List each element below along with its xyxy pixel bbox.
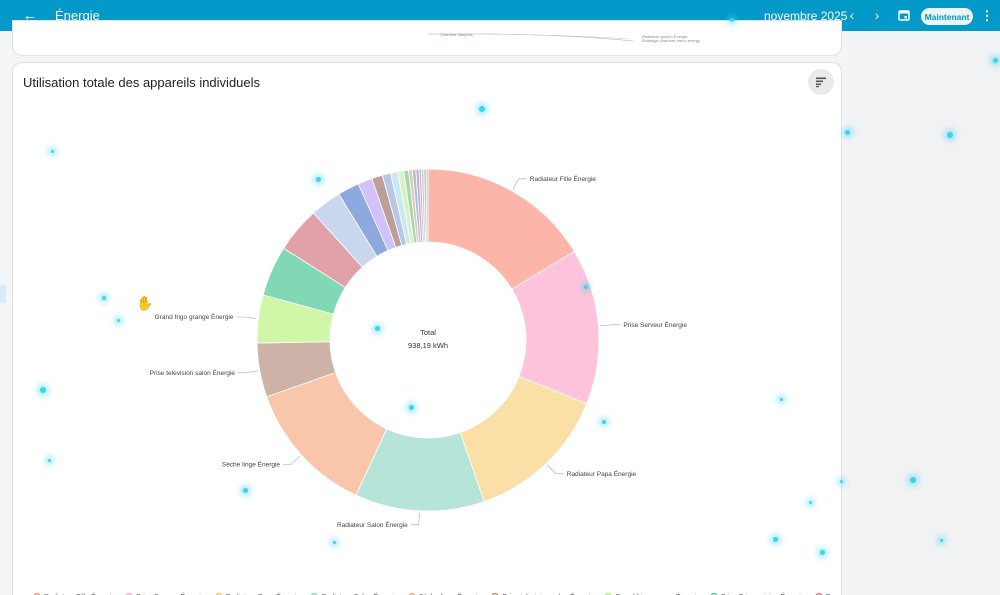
- more-menu-button[interactable]: ⋮: [980, 7, 994, 25]
- particle-dot: [845, 130, 850, 135]
- chevron-left-icon: ‹: [849, 7, 855, 23]
- legend-item[interactable]: Radiateur Bureau Énergie: [814, 591, 833, 595]
- legend-label: Prise television salon Énergie: [502, 594, 594, 595]
- particle-dot: [117, 319, 120, 322]
- slice-label: Prise television salon Énergie: [150, 368, 236, 377]
- particle-dot: [773, 537, 778, 542]
- particle-dot: [243, 488, 248, 493]
- leader-lines: [236, 178, 621, 526]
- donut-slices: [256, 168, 600, 512]
- center-total-value: 938,19 kWh: [408, 341, 448, 350]
- previous-period-button[interactable]: ‹: [843, 6, 861, 24]
- particle-dot: [730, 18, 734, 22]
- previous-chart-label: Chambre Garçons: [440, 32, 473, 37]
- legend-swatch: [214, 593, 223, 595]
- hand-cursor-icon: ✋: [136, 295, 154, 311]
- leader-line: [410, 512, 420, 526]
- sort-button[interactable]: [808, 69, 834, 95]
- right-panel: [848, 31, 1000, 595]
- previous-chart-label: Éclairage chambre oreiro energy: [642, 38, 701, 43]
- particle-dot: [333, 541, 336, 544]
- sort-bars-icon: [816, 77, 826, 88]
- legend-label: Sèche linge Énergie: [419, 594, 482, 595]
- legend-label: Prise Frigo cuisine Énergie: [721, 594, 805, 595]
- legend-item[interactable]: Prise Frigo cuisine Énergie: [710, 591, 805, 595]
- calendar-icon: [898, 10, 910, 21]
- particle-dot: [840, 480, 843, 483]
- leader-line: [547, 464, 564, 475]
- period-label: novembre 2025: [764, 9, 848, 23]
- leader-line: [600, 324, 621, 327]
- particle-dot: [102, 296, 106, 300]
- more-vert-icon: ⋮: [980, 8, 994, 23]
- leader-line: [512, 178, 527, 190]
- calendar-button[interactable]: [895, 6, 913, 24]
- leader-line: [237, 370, 258, 374]
- legend-label: Radiateur Salon Énergie: [321, 594, 397, 595]
- legend-item[interactable]: Grand frigo grange Énergie: [604, 591, 700, 595]
- slice-label: Sèche linge Énergie: [222, 459, 281, 468]
- particle-dot: [409, 405, 414, 410]
- slice-label: Prise Serveur Énergie: [623, 320, 687, 329]
- particle-dot: [947, 132, 953, 138]
- chevron-right-icon: ›: [874, 7, 880, 23]
- slice-label: Radiateur Fille Énergie: [530, 174, 597, 183]
- previous-chart-lines: [428, 33, 634, 42]
- particle-dot: [910, 477, 916, 483]
- particle-dot: [820, 550, 825, 555]
- legend-swatch: [407, 593, 416, 595]
- particle-dot: [584, 285, 588, 289]
- legend-item[interactable]: Radiateur Salon Énergie: [310, 591, 398, 595]
- legend-label: Radiateur Fille Énergie: [44, 594, 115, 595]
- legend-item[interactable]: Prise Serveur Énergie: [125, 591, 205, 595]
- page-title: Énergie: [55, 8, 100, 23]
- slice-labels: Radiateur Fille Énergie Prise Serveur Éne…: [150, 174, 688, 529]
- next-period-button[interactable]: ›: [868, 6, 886, 24]
- legend-label: Prise Serveur Énergie: [136, 594, 204, 595]
- legend-item[interactable]: Radiateur Papa Énergie: [214, 591, 301, 595]
- arrow-left-icon: ←: [22, 6, 38, 24]
- particle-dot: [602, 420, 606, 424]
- legend-label: Radiateur Papa Énergie: [226, 594, 301, 595]
- slice-label: Grand frigo grange Énergie: [155, 312, 234, 321]
- legend-item[interactable]: Radiateur Fille Énergie: [33, 591, 115, 595]
- sidebar-edge: [0, 285, 6, 303]
- particle-dot: [809, 501, 812, 504]
- legend-item[interactable]: Sèche linge Énergie: [407, 591, 482, 595]
- particle-dot: [780, 398, 783, 401]
- now-button[interactable]: Maintenant: [921, 8, 973, 25]
- particle-dot: [479, 106, 485, 112]
- particle-dot: [993, 58, 998, 63]
- previous-chart-label: Radiateur garçon Énergie: [642, 34, 688, 39]
- particle-dot: [316, 177, 321, 182]
- chart-legend: Radiateur Fille Énergie Prise Serveur Éne…: [33, 591, 833, 595]
- legend-item[interactable]: Prise television salon Énergie: [491, 591, 594, 595]
- previous-chart-card: Chambre Garçons Radiateur garçon Énergie…: [12, 20, 842, 56]
- center-total-label: Total: [420, 328, 436, 337]
- leader-line: [236, 316, 257, 319]
- legend-swatch: [814, 593, 823, 595]
- legend-label: Grand frigo grange Énergie: [615, 594, 700, 595]
- particle-dot: [940, 539, 943, 542]
- particle-dot: [40, 387, 46, 393]
- donut-slice[interactable]: [425, 168, 429, 243]
- particle-dot: [48, 459, 51, 462]
- back-button[interactable]: ←: [20, 5, 40, 25]
- slice-label: Radiateur Papa Énergie: [567, 469, 637, 478]
- slice-label: Radiateur Salon Énergie: [337, 520, 408, 529]
- card-title: Utilisation totale des appareils individ…: [23, 75, 261, 90]
- particle-dot: [375, 326, 380, 331]
- donut-chart: Radiateur Fille Énergie Prise Serveur Éne…: [150, 168, 688, 529]
- legend-label: Radiateur Bureau Énergie: [826, 594, 833, 595]
- device-usage-card: Utilisation totale des appareils individ…: [12, 62, 842, 595]
- particle-dot: [51, 150, 54, 153]
- leader-line: [283, 456, 301, 465]
